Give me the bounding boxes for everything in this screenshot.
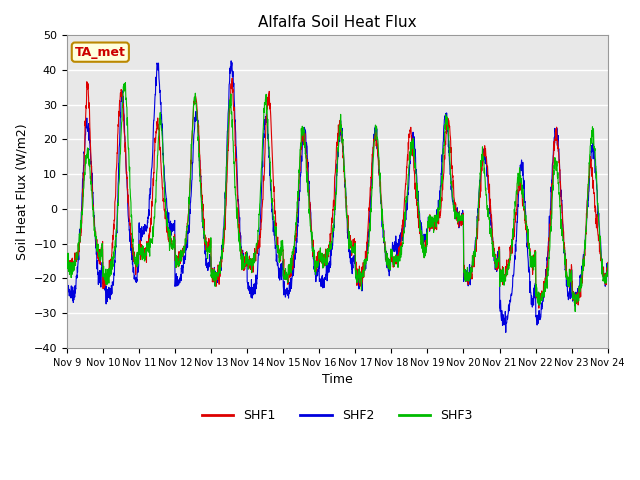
Line: SHF3: SHF3: [67, 83, 608, 312]
SHF2: [353, 280, 361, 286]
SHF3: [63, 257, 70, 263]
SHF2: [227, 58, 235, 64]
SHF3: [604, 261, 612, 267]
SHF2: [502, 329, 509, 335]
SHF3: [214, 272, 221, 277]
SHF3: [572, 309, 579, 314]
SHF2: [604, 268, 612, 274]
Legend: SHF1, SHF2, SHF3: SHF1, SHF2, SHF3: [197, 404, 477, 427]
SHF1: [604, 260, 612, 265]
SHF1: [63, 259, 70, 265]
SHF2: [63, 284, 70, 290]
SHF2: [214, 275, 221, 281]
SHF3: [353, 280, 361, 286]
SHF2: [572, 301, 579, 307]
SHF3: [556, 203, 564, 208]
SHF3: [122, 80, 129, 85]
Text: TA_met: TA_met: [75, 46, 126, 59]
Line: SHF1: SHF1: [67, 78, 608, 308]
Line: SHF2: SHF2: [67, 61, 608, 332]
SHF1: [495, 261, 502, 266]
SHF3: [365, 243, 372, 249]
SHF1: [572, 296, 579, 301]
SHF1: [228, 75, 236, 81]
SHF2: [495, 260, 502, 265]
X-axis label: Time: Time: [322, 373, 353, 386]
SHF1: [557, 179, 564, 185]
SHF2: [557, 186, 564, 192]
SHF1: [365, 213, 372, 218]
SHF3: [572, 292, 579, 298]
SHF2: [365, 228, 372, 234]
Title: Alfalfa Soil Heat Flux: Alfalfa Soil Heat Flux: [258, 15, 417, 30]
SHF1: [353, 283, 361, 288]
SHF1: [214, 267, 221, 273]
SHF3: [495, 258, 502, 264]
SHF1: [535, 305, 543, 311]
Y-axis label: Soil Heat Flux (W/m2): Soil Heat Flux (W/m2): [15, 123, 28, 260]
